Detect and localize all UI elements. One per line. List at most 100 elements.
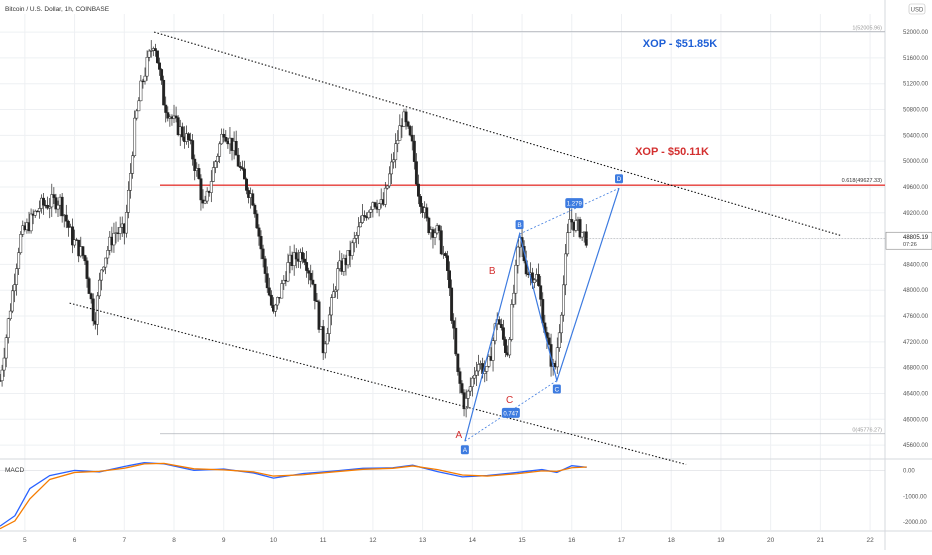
candle <box>501 319 505 346</box>
macd-y-tick-label: -1000.00 <box>903 494 927 500</box>
candle <box>417 174 420 205</box>
candle <box>512 284 516 308</box>
candle <box>15 263 19 296</box>
candle <box>327 306 331 342</box>
candle-body <box>315 300 319 303</box>
candle-body <box>470 377 474 387</box>
candle-body <box>448 270 451 289</box>
y-tick-label: 52000.00 <box>903 30 929 36</box>
pattern-point-badge <box>615 174 624 184</box>
candle-body <box>508 339 512 356</box>
last-price-value: 48805.19 <box>903 235 929 241</box>
ratio-ac-badge <box>501 407 520 418</box>
macd-y-tick-label: 0.00 <box>903 468 915 474</box>
candle-body <box>197 168 201 179</box>
bar-countdown: 07:26 <box>903 242 917 248</box>
candle <box>147 48 151 62</box>
candle-body <box>404 111 408 123</box>
currency-badge[interactable] <box>908 3 926 15</box>
pattern-point-label: D <box>617 176 622 183</box>
candle-body <box>261 248 265 260</box>
candle-body <box>216 156 219 163</box>
candle-body <box>137 100 141 112</box>
candle-body <box>557 332 561 348</box>
candle-body <box>160 69 164 81</box>
candle-body <box>64 214 68 222</box>
candle-body <box>412 140 416 162</box>
candle-body <box>199 178 203 201</box>
candle-body <box>10 290 14 312</box>
chart-title: Bitcoin / U.S. Dollar, 1h, COINBASE <box>5 6 110 13</box>
candle <box>211 161 215 183</box>
candle <box>499 318 503 331</box>
candle <box>301 247 304 264</box>
candle <box>315 293 319 303</box>
y-tick-label: 46800.00 <box>903 366 929 372</box>
candle-body <box>414 161 418 185</box>
candle <box>124 204 128 238</box>
candle <box>8 303 12 321</box>
candle-body <box>390 161 393 175</box>
candle-body <box>307 270 311 274</box>
candle-body <box>6 318 10 338</box>
candle-body <box>259 236 263 250</box>
candle-body <box>468 386 472 392</box>
candle-body <box>209 181 213 193</box>
candle-body <box>162 79 166 106</box>
candle <box>454 317 458 357</box>
x-tick-label: 21 <box>817 537 825 544</box>
harmonic-pattern[interactable]: A B C D 0.747 1.279 A B C <box>456 174 624 455</box>
y-tick-label: 51200.00 <box>903 82 929 88</box>
candle <box>458 367 462 394</box>
candle <box>406 120 410 129</box>
candle-body <box>562 284 565 316</box>
candle-body <box>354 235 358 239</box>
candle <box>510 299 514 342</box>
candle <box>2 347 6 377</box>
candle <box>584 224 588 248</box>
candle-body <box>15 268 19 285</box>
y-tick-label: 49200.00 <box>903 211 929 217</box>
y-tick-label: 48000.00 <box>903 288 929 294</box>
candle <box>396 130 400 153</box>
candle <box>135 108 139 121</box>
trendlines[interactable] <box>69 31 841 465</box>
candle-body <box>187 133 190 141</box>
candle <box>472 367 476 385</box>
candle-body <box>330 297 333 316</box>
candle <box>566 223 570 257</box>
candle-body <box>189 139 193 141</box>
candle-body <box>303 258 306 263</box>
candle-body <box>89 293 93 300</box>
candle <box>263 255 267 283</box>
pattern-point-badge <box>552 384 561 394</box>
candle <box>485 365 489 382</box>
candle-body <box>238 165 242 168</box>
candle-body <box>437 225 441 231</box>
candle <box>52 187 56 205</box>
macd-title: MACD <box>5 467 24 474</box>
candle <box>245 177 248 195</box>
candle-body <box>367 211 371 219</box>
candle <box>197 163 201 180</box>
x-tick-label: 20 <box>767 537 775 544</box>
candle <box>280 279 284 299</box>
candle <box>83 254 87 265</box>
candle-body <box>510 304 514 340</box>
candle <box>139 75 143 102</box>
candle <box>363 210 367 221</box>
candle-body <box>361 215 364 223</box>
candle <box>155 50 159 64</box>
candle-body <box>193 158 197 171</box>
candle-body <box>97 279 101 297</box>
candle <box>203 195 207 205</box>
candle-body <box>410 134 414 142</box>
candle-body <box>327 314 331 334</box>
candle-body <box>385 185 389 189</box>
candle-body <box>452 320 456 329</box>
candle <box>359 215 362 228</box>
candle-body <box>205 190 209 202</box>
